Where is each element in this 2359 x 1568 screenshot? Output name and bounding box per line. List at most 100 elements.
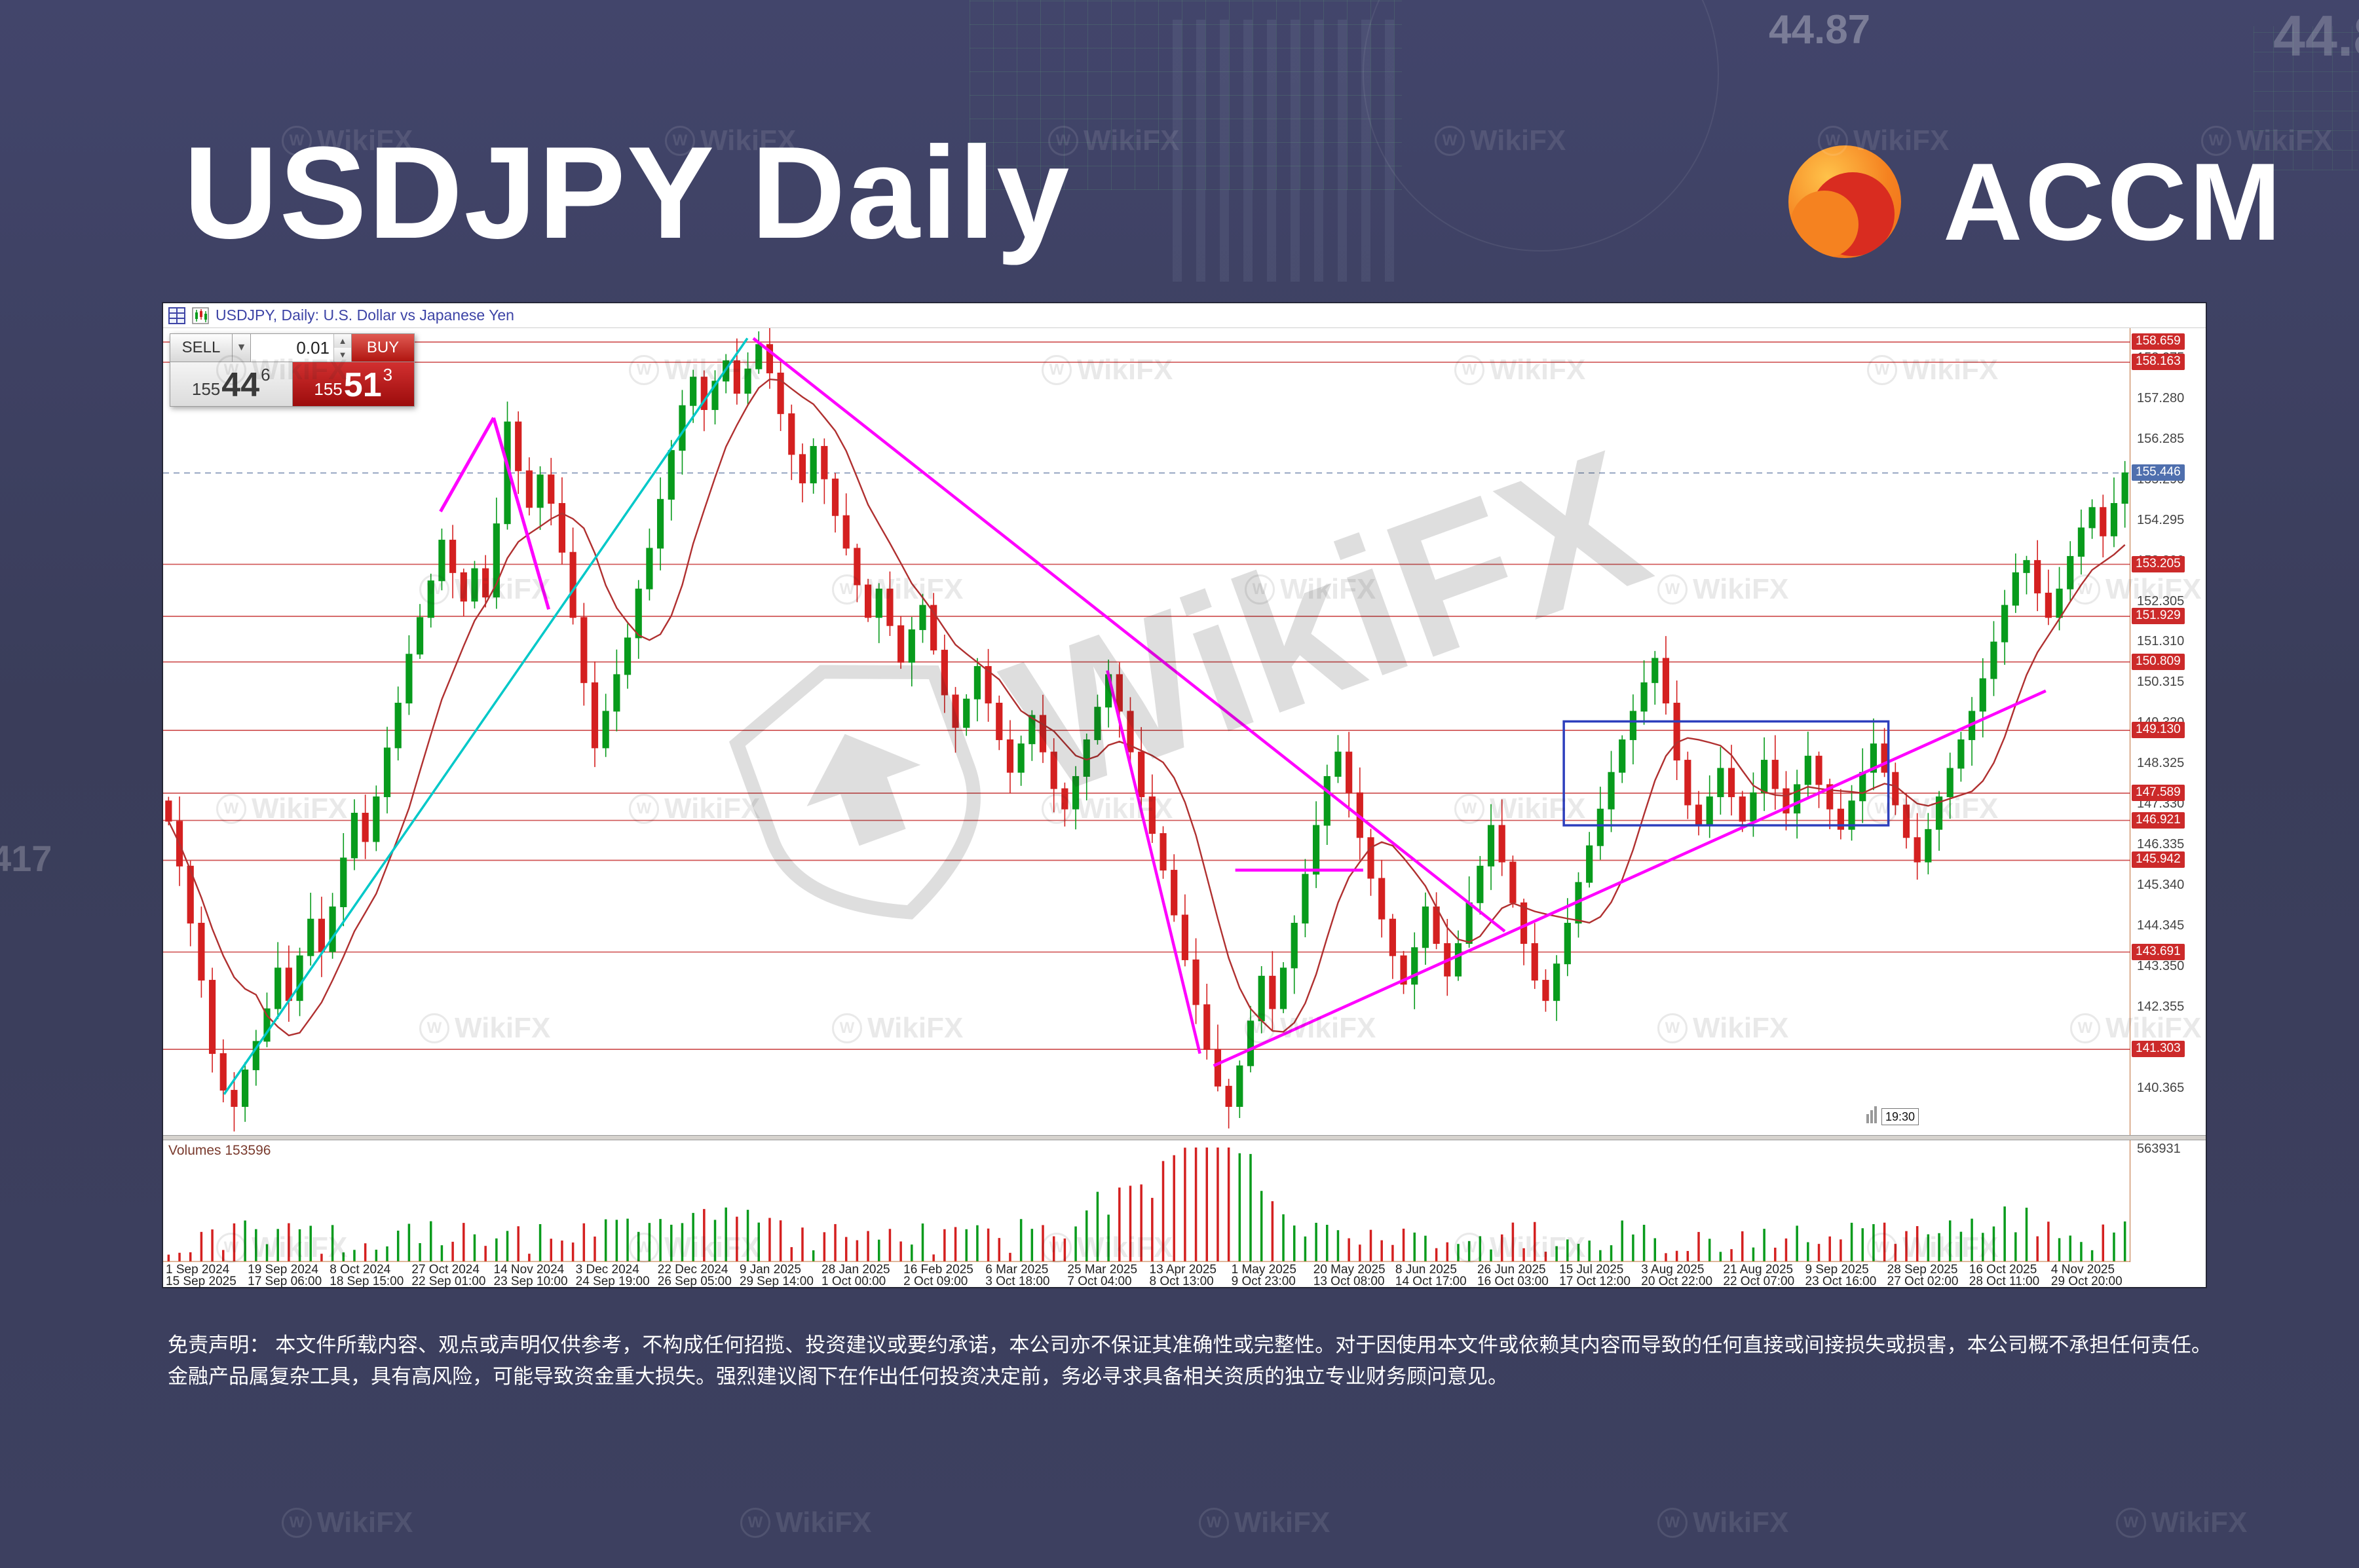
price-tick: 146.335 <box>2137 837 2185 852</box>
date-label-secondary: 15 Sep 2025 <box>166 1275 236 1288</box>
date-label-secondary: 17 Oct 12:00 <box>1559 1275 1631 1288</box>
date-label: 8 Jun 2025 <box>1395 1263 1457 1277</box>
buy-button[interactable]: BUY <box>352 333 415 362</box>
date-label: 26 Jun 2025 <box>1477 1263 1546 1277</box>
volume-indicator-label: Volumes 153596 <box>168 1143 271 1158</box>
price-tick: 142.355 <box>2137 999 2185 1014</box>
sell-dropdown-icon[interactable]: ▼ <box>233 333 251 362</box>
date-label: 14 Nov 2024 <box>493 1263 565 1277</box>
consolidation-box <box>1562 720 1890 827</box>
date-label-secondary: 27 Oct 02:00 <box>1887 1275 1959 1288</box>
price-level-tag: 141.303 <box>2132 1041 2185 1058</box>
chart-header: USDJPY, Daily: U.S. Dollar vs Japanese Y… <box>163 303 2206 328</box>
price-level-tag: 151.929 <box>2132 607 2185 624</box>
price-tick: 143.350 <box>2137 958 2185 973</box>
date-label-secondary: 29 Sep 14:00 <box>739 1275 814 1288</box>
price-level-tag: 153.205 <box>2132 555 2185 572</box>
bid-price-pips: 44 <box>221 366 260 404</box>
date-label: 8 Oct 2024 <box>330 1263 391 1277</box>
price-tick: 157.280 <box>2137 391 2185 406</box>
date-label-secondary: 1 Oct 00:00 <box>821 1275 886 1288</box>
candles <box>165 320 2128 1132</box>
date-label: 25 Mar 2025 <box>1067 1263 1138 1277</box>
date-label-secondary: 9 Oct 23:00 <box>1231 1275 1296 1288</box>
page-title: USDJPY Daily <box>183 120 1071 266</box>
date-label-secondary: 2 Oct 09:00 <box>903 1275 968 1288</box>
lot-size-value[interactable]: 0.01 <box>296 337 330 358</box>
next-candle-timer: 19:30 <box>1866 1106 1919 1127</box>
ask-price-prefix: 155 <box>314 379 343 399</box>
date-label: 16 Feb 2025 <box>903 1263 973 1277</box>
price-tick: 152.305 <box>2137 593 2185 608</box>
price-level-tag: 149.130 <box>2132 722 2185 739</box>
buy-price-panel[interactable]: 155 51 3 <box>292 362 415 407</box>
date-label: 28 Jan 2025 <box>821 1263 890 1277</box>
date-label-secondary: 13 Oct 08:00 <box>1313 1275 1385 1288</box>
volume-axis-max: 563931 <box>2137 1142 2181 1156</box>
ask-price-point: 3 <box>383 365 393 384</box>
brand-name: ACCM <box>1943 140 2284 263</box>
date-label-secondary: 16 Oct 03:00 <box>1477 1275 1549 1288</box>
background-number-decor-left: 417 <box>0 838 52 879</box>
grid-chart-icon[interactable] <box>168 307 185 324</box>
price-axis[interactable]: 158.275157.280156.285155.290154.295153.3… <box>2130 328 2205 1135</box>
date-label: 28 Sep 2025 <box>1887 1263 1958 1277</box>
date-label: 9 Jan 2025 <box>739 1263 801 1277</box>
background-grid-decor-small <box>2254 26 2358 170</box>
date-label: 16 Oct 2025 <box>1969 1263 2037 1277</box>
sr-lines <box>163 341 2130 1050</box>
price-level-tag: 143.691 <box>2132 943 2185 960</box>
price-tick: 144.345 <box>2137 918 2185 933</box>
date-label-secondary: 29 Oct 20:00 <box>2050 1275 2123 1288</box>
current-price-tag: 155.446 <box>2132 464 2185 481</box>
date-label: 21 Aug 2025 <box>1723 1263 1794 1277</box>
date-label: 15 Jul 2025 <box>1559 1263 1624 1277</box>
next-candle-timer-value: 19:30 <box>1881 1108 1919 1125</box>
candlestick-chart-icon[interactable] <box>192 307 209 324</box>
trendline-overlays <box>223 337 2047 1095</box>
volume-pane: Volumes 153596 <box>163 1140 2130 1262</box>
volume-axis: 563931 <box>2130 1140 2205 1262</box>
date-label-secondary: 23 Sep 10:00 <box>493 1275 568 1288</box>
bid-price-prefix: 155 <box>191 379 221 399</box>
pane-separator[interactable] <box>163 1135 2206 1140</box>
chart-plot-area[interactable]: SELL ▼ 0.01 ▲ ▼ BUY 155 44 <box>163 320 2130 1138</box>
sell-price-panel[interactable]: 155 44 6 <box>170 362 293 407</box>
lot-stepper-up[interactable]: ▲ <box>334 334 351 348</box>
price-tick: 156.285 <box>2137 431 2185 446</box>
period-bars-icon <box>1866 1106 1878 1127</box>
date-axis[interactable]: 1 Sep 2024 19 Sep 2024 8 Oct 2024 27 Oct 20… <box>163 1262 2130 1288</box>
price-tick: 145.340 <box>2137 877 2185 892</box>
background-bars-decor <box>1173 20 1395 282</box>
background-number-decor-right: 44.8 <box>2273 3 2359 68</box>
date-label-secondary: 22 Oct 07:00 <box>1723 1275 1795 1288</box>
trading-terminal-window: USDJPY, Daily: U.S. Dollar vs Japanese Y… <box>162 303 2206 1288</box>
date-label: 22 Dec 2024 <box>657 1263 728 1277</box>
wikifx-logo-icon: W <box>740 1508 770 1538</box>
background-circle-decor <box>1363 0 1719 252</box>
wikifx-logo-icon: W <box>282 1508 312 1538</box>
date-label-secondary: 23 Oct 16:00 <box>1805 1275 1877 1288</box>
lot-stepper-down[interactable]: ▼ <box>334 348 351 362</box>
date-label-secondary: 18 Sep 15:00 <box>330 1275 404 1288</box>
lot-size-field[interactable]: 0.01 ▲ ▼ <box>251 333 352 362</box>
date-label: 1 May 2025 <box>1231 1263 1296 1277</box>
date-label: 27 Oct 2024 <box>411 1263 480 1277</box>
date-label: 13 Apr 2025 <box>1149 1263 1217 1277</box>
candlestick-chart <box>163 320 2130 1138</box>
price-tick: 151.310 <box>2137 634 2185 649</box>
price-level-tag: 158.659 <box>2132 333 2185 350</box>
price-tick: 148.325 <box>2137 756 2185 771</box>
ask-price-pips: 51 <box>343 366 382 404</box>
price-level-tag: 147.589 <box>2132 785 2185 802</box>
date-label-secondary: 28 Oct 11:00 <box>1969 1275 2040 1288</box>
sell-button[interactable]: SELL <box>170 333 233 362</box>
moving-average-line <box>168 378 2126 1037</box>
date-label-secondary: 22 Sep 01:00 <box>411 1275 486 1288</box>
date-label: 3 Aug 2025 <box>1641 1263 1705 1277</box>
date-label-secondary: 20 Oct 22:00 <box>1641 1275 1713 1288</box>
